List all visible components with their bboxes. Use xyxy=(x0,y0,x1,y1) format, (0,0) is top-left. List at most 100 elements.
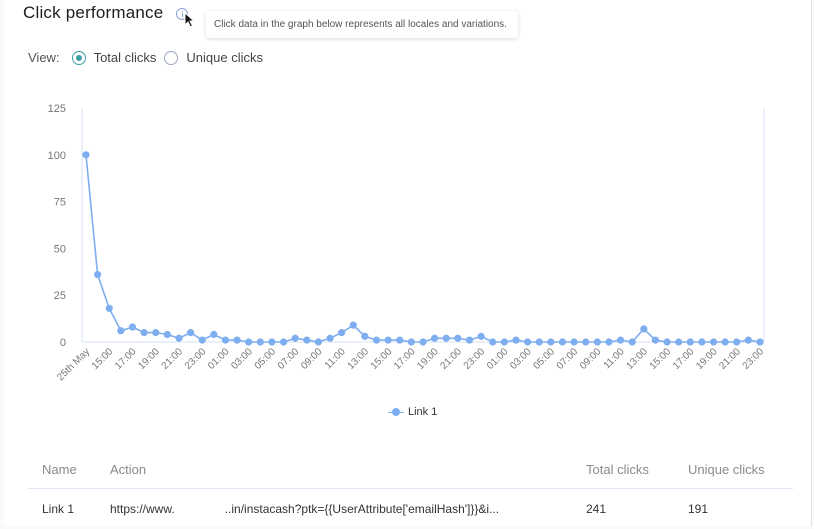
data-point[interactable] xyxy=(512,336,520,344)
data-point[interactable] xyxy=(152,329,160,337)
data-point[interactable] xyxy=(396,336,404,344)
data-point[interactable] xyxy=(628,338,636,346)
radio-total-clicks-label: Total clicks xyxy=(93,50,157,65)
table-row[interactable]: Link 1 https://www. ..in/instacash?ptk={{… xyxy=(28,489,793,529)
data-point[interactable] xyxy=(465,336,474,344)
links-table: Name Action Total clicks Unique clicks L… xyxy=(28,450,793,529)
cell-action[interactable]: https://www. ..in/instacash?ptk={{UserAtt… xyxy=(110,502,586,516)
x-tick-label: 17:00 xyxy=(113,346,139,372)
data-point[interactable] xyxy=(256,338,264,346)
data-point[interactable] xyxy=(582,338,590,346)
data-point[interactable] xyxy=(616,336,625,344)
data-point[interactable] xyxy=(279,338,288,346)
radio-unique-clicks[interactable]: Unique clicks xyxy=(164,50,263,65)
x-tick-label: 11:00 xyxy=(602,346,627,371)
x-tick-label: 17:00 xyxy=(392,346,418,372)
data-point[interactable] xyxy=(349,321,357,329)
data-point[interactable] xyxy=(663,338,671,346)
data-point[interactable] xyxy=(361,332,369,340)
data-point[interactable] xyxy=(291,334,299,342)
data-point[interactable] xyxy=(372,336,381,344)
radio-unchecked-icon[interactable] xyxy=(164,50,179,65)
data-point[interactable] xyxy=(117,327,125,335)
data-point[interactable] xyxy=(175,334,183,342)
view-label: View: xyxy=(28,50,60,65)
data-point[interactable] xyxy=(500,338,508,346)
data-point[interactable] xyxy=(314,338,323,346)
data-point[interactable] xyxy=(709,338,718,346)
data-point[interactable] xyxy=(523,338,532,346)
x-tick-label: 23:00 xyxy=(462,346,488,372)
data-point[interactable] xyxy=(489,338,497,346)
data-point[interactable] xyxy=(140,329,148,337)
info-tooltip: Click data in the graph below represents… xyxy=(206,11,518,38)
x-tick-label: 17:00 xyxy=(671,346,697,372)
cell-total-clicks: 241 xyxy=(586,502,607,516)
data-point[interactable] xyxy=(593,338,601,346)
x-tick-label: 21:00 xyxy=(439,346,465,372)
data-point[interactable] xyxy=(221,336,230,344)
data-point[interactable] xyxy=(547,338,555,346)
data-point[interactable] xyxy=(338,329,346,337)
x-tick-label: 23:00 xyxy=(741,346,767,372)
view-selector: View: Total clicks Unique clicks xyxy=(28,50,271,65)
data-point[interactable] xyxy=(756,338,764,346)
x-tick-label: 19:00 xyxy=(694,346,720,372)
data-point[interactable] xyxy=(384,336,392,344)
x-tick-label: 07:00 xyxy=(555,346,581,372)
data-point[interactable] xyxy=(82,151,90,159)
data-point[interactable] xyxy=(535,338,543,346)
chart-legend[interactable]: Link 1 xyxy=(388,406,437,418)
col-unique-clicks: Unique clicks xyxy=(688,461,765,477)
page-title: Click performance xyxy=(23,3,164,22)
x-tick-label: 01:00 xyxy=(206,346,232,372)
data-point[interactable] xyxy=(605,338,613,346)
x-tick-label: 13:00 xyxy=(346,346,372,372)
col-action: Action xyxy=(110,461,147,477)
data-point[interactable] xyxy=(245,338,253,346)
info-circle-icon[interactable] xyxy=(176,8,188,20)
legend-marker-icon xyxy=(388,408,404,416)
x-tick-label: 23:00 xyxy=(183,346,209,372)
data-point[interactable] xyxy=(128,323,137,331)
data-point[interactable] xyxy=(326,334,334,342)
data-point[interactable] xyxy=(733,338,741,346)
data-point[interactable] xyxy=(431,334,439,342)
col-total-clicks: Total clicks xyxy=(586,461,649,477)
data-point[interactable] xyxy=(210,330,218,339)
x-tick-label: 13:00 xyxy=(624,346,650,372)
series-line xyxy=(85,154,761,343)
data-point[interactable] xyxy=(163,330,171,339)
data-point[interactable] xyxy=(744,336,752,344)
data-point[interactable] xyxy=(94,271,102,279)
data-point[interactable] xyxy=(442,334,450,342)
data-point[interactable] xyxy=(407,338,415,346)
data-point[interactable] xyxy=(675,338,683,346)
x-tick-label: 03:00 xyxy=(508,346,534,372)
x-tick-label: 05:00 xyxy=(531,346,557,372)
data-point[interactable] xyxy=(698,338,706,346)
data-point[interactable] xyxy=(198,336,206,344)
data-point[interactable] xyxy=(651,336,660,344)
data-point[interactable] xyxy=(570,338,578,346)
data-point[interactable] xyxy=(686,338,694,346)
radio-checked-icon[interactable] xyxy=(71,50,86,65)
data-point[interactable] xyxy=(454,334,462,342)
x-tick-label: 01:00 xyxy=(485,346,511,372)
data-point[interactable] xyxy=(105,304,113,312)
radio-total-clicks[interactable]: Total clicks xyxy=(71,50,157,65)
data-point[interactable] xyxy=(233,336,241,344)
x-tick-label: 15:00 xyxy=(648,346,674,372)
data-point[interactable] xyxy=(268,338,276,346)
data-point[interactable] xyxy=(419,338,427,346)
x-tick-label: 03:00 xyxy=(229,346,255,372)
data-point[interactable] xyxy=(640,325,648,333)
cell-name: Link 1 xyxy=(42,502,75,516)
data-point[interactable] xyxy=(186,329,195,337)
x-tick-label: 09:00 xyxy=(578,346,604,372)
data-point[interactable] xyxy=(303,336,311,344)
data-point[interactable] xyxy=(477,332,485,340)
data-point[interactable] xyxy=(558,338,567,346)
data-point[interactable] xyxy=(721,338,729,346)
click-performance-panel: Click performance Click data in the grap… xyxy=(4,0,812,526)
